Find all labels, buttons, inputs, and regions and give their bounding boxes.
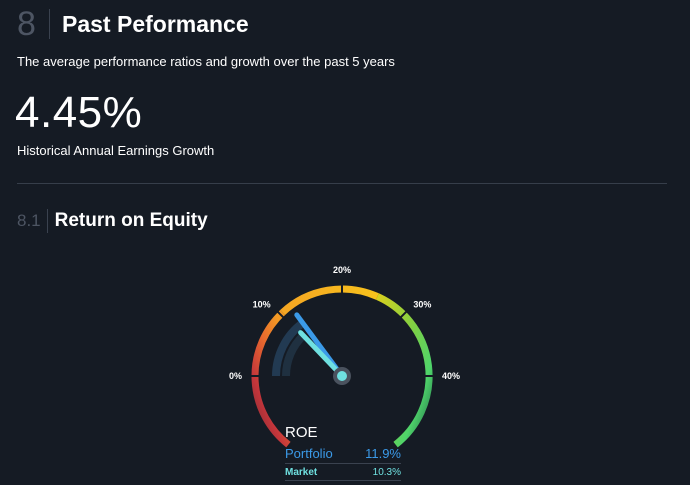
earnings-growth-value: 4.45% (15, 88, 143, 137)
market-fill-arc (281, 332, 307, 377)
market-value: 10.3% (372, 467, 401, 478)
section-title: Past Peformance (62, 10, 249, 37)
gauge-tick-marks (251, 285, 433, 377)
roe-legend: ROE Portfolio 11.9% Market 10.3% (285, 424, 401, 481)
subsection-title: Return on Equity (54, 210, 208, 231)
portfolio-value: 11.9% (365, 446, 401, 461)
portfolio-fill-arc (272, 319, 306, 377)
section-subtitle: The average performance ratios and growt… (17, 54, 395, 69)
gauge-tick-1 (276, 310, 285, 319)
legend-title: ROE (285, 424, 318, 441)
section-number: 8 (17, 5, 36, 43)
portfolio-label: Portfolio (285, 446, 333, 461)
market-needle (298, 330, 345, 379)
tick-label-10: 10% (253, 300, 271, 310)
earnings-growth-label: Historical Annual Earnings Growth (17, 143, 215, 158)
gauge-arc-low (251, 309, 291, 448)
section-header: 8 Past Peformance (17, 6, 249, 42)
market-label: Market (285, 467, 318, 478)
gauge-hub-center (337, 371, 347, 381)
subsection-divider (46, 209, 48, 233)
gauge-tick-3 (399, 310, 408, 319)
tick-label-30: 30% (413, 300, 431, 310)
tick-label-40: 40% (442, 371, 460, 381)
gauge-tick-labels: 0% 10% 20% 30% 40% (229, 265, 460, 381)
legend-row-portfolio: Portfolio 11.9% (285, 446, 401, 464)
subsection-number: 8.1 (17, 211, 41, 230)
section-separator (17, 183, 667, 184)
tick-label-20: 20% (333, 265, 351, 275)
subsection-header: 8.1 Return on Equity (17, 207, 208, 235)
legend-row-market: Market 10.3% (285, 464, 401, 481)
gauge-arc-high (375, 293, 433, 448)
gauge-arc-mid (280, 285, 379, 315)
tick-label-0: 0% (229, 371, 242, 381)
section-divider (49, 9, 50, 39)
